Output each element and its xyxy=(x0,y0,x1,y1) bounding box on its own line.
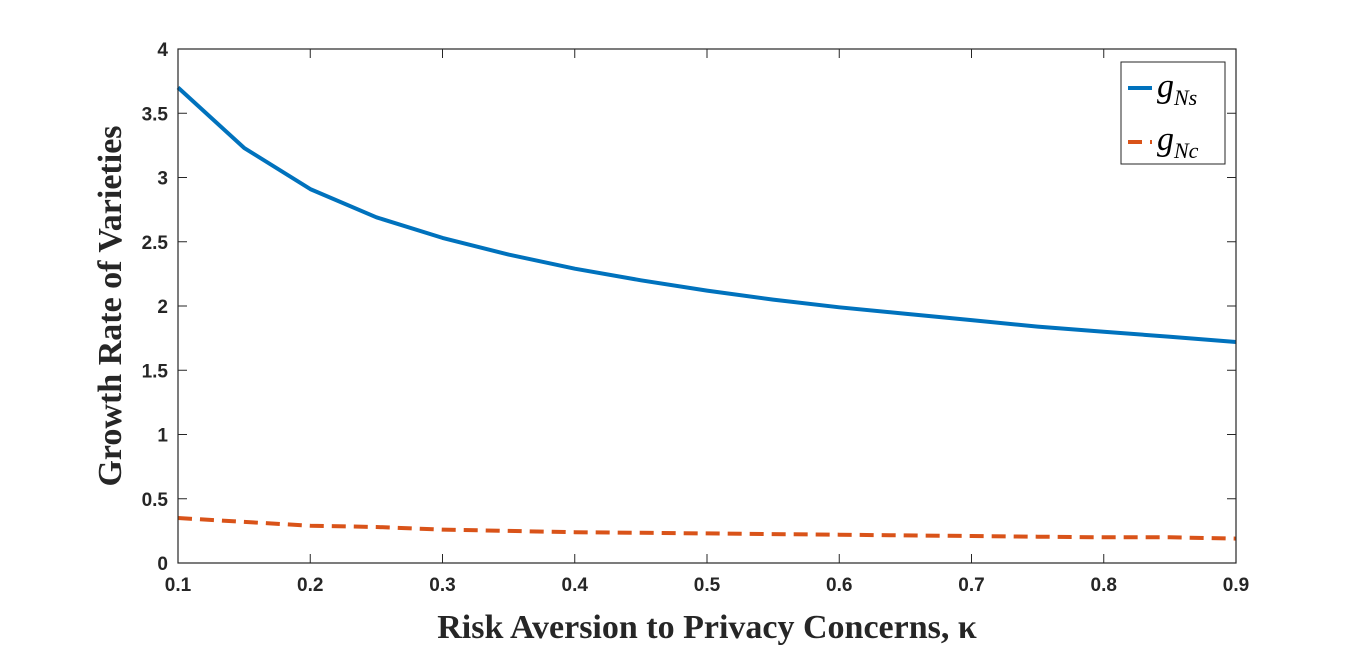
legend-label-g-ns: gNs xyxy=(1157,68,1197,110)
x-tick-label: 0.5 xyxy=(694,575,721,596)
y-tick-label: 2 xyxy=(157,297,168,318)
y-tick-label: 1 xyxy=(157,426,168,447)
x-tick-label: 0.4 xyxy=(562,575,589,596)
y-tick-label: 3.5 xyxy=(142,104,169,125)
x-tick-label: 0.7 xyxy=(958,575,984,596)
legend-label-g-ns-main: g xyxy=(1157,68,1174,105)
x-tick-label: 0.9 xyxy=(1223,575,1249,596)
series-line-nc xyxy=(177,516,1237,541)
y-axis-ticks: 0 0.5 1 1.5 2 2.5 3 3.5 4 xyxy=(142,40,1236,575)
y-tick-label: 2.5 xyxy=(142,233,169,254)
legend-box xyxy=(1120,61,1226,165)
legend-label-g-nc-sub: Nc xyxy=(1173,138,1199,163)
x-tick-label: 0.6 xyxy=(826,575,852,596)
series-lines xyxy=(176,86,1237,541)
x-axis-ticks: 0.1 0.2 0.3 0.4 0.5 0.6 0.7 0.8 0.9 xyxy=(165,49,1249,596)
plot-area xyxy=(178,49,1236,563)
y-tick-label: 1.5 xyxy=(142,361,169,382)
plot-frame xyxy=(177,48,1237,564)
legend: gNs gNc xyxy=(1120,61,1226,165)
legend-label-g-nc-main: g xyxy=(1157,121,1174,158)
y-axis-title: Growth Rate of Varieties xyxy=(92,125,129,486)
x-tick-label: 0.8 xyxy=(1091,575,1117,596)
series-line-ns xyxy=(176,86,1237,344)
x-tick-label: 0.3 xyxy=(429,575,455,596)
y-tick-label: 0 xyxy=(157,554,168,575)
y-tick-label: 3 xyxy=(157,169,168,190)
y-tick-label: 4 xyxy=(157,40,168,61)
y-tick-label: 0.5 xyxy=(142,490,169,511)
x-axis-title: Risk Aversion to Privacy Concerns, κ xyxy=(437,609,977,646)
x-tick-label: 0.1 xyxy=(165,575,192,596)
x-tick-label: 0.2 xyxy=(297,575,323,596)
legend-label-g-nc: gNc xyxy=(1157,121,1199,163)
legend-label-g-ns-sub: Ns xyxy=(1173,85,1197,110)
